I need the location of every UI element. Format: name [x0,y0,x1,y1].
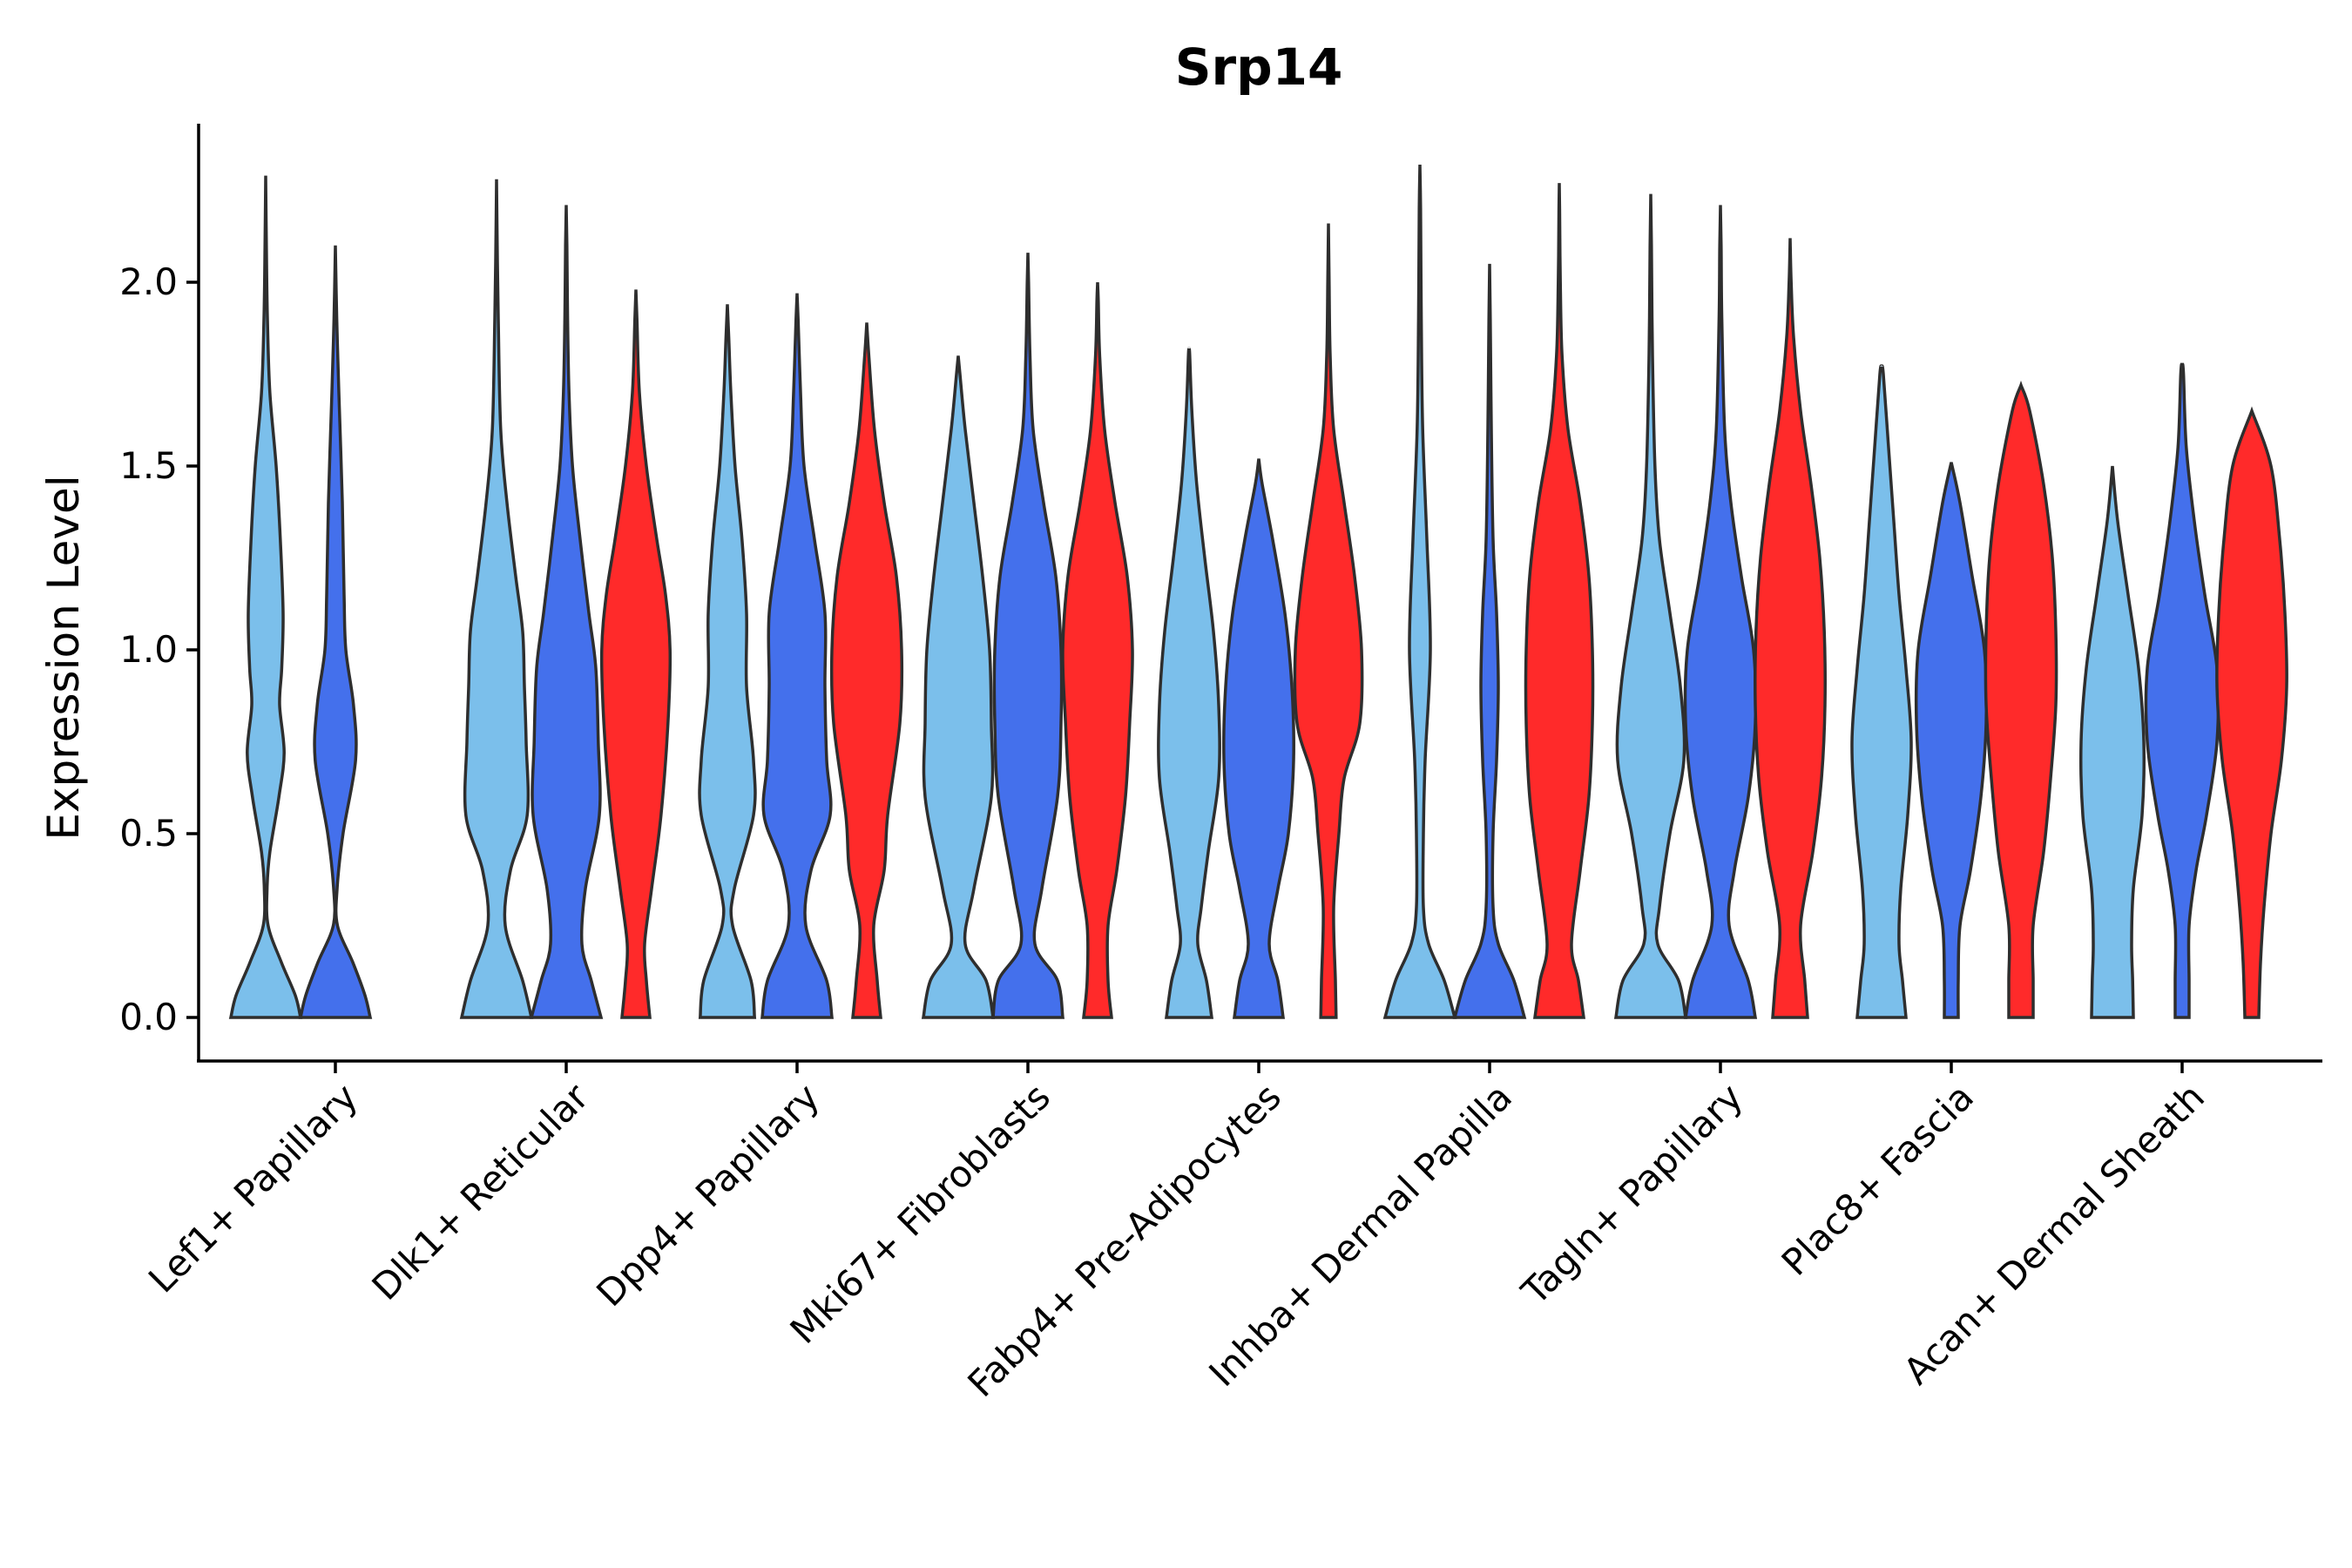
y-tick-label: 2.0 [119,260,178,303]
violin-dpp4-papillary-group2 [760,293,835,1019]
violin-plac8-fascia-group1 [1850,364,1913,1019]
violin-inhba-dermal-papilla-group3 [1524,183,1595,1019]
violin-plac8-fascia-group3 [1984,380,2058,1019]
violin-mki67-fibroblasts-group2 [990,253,1065,1019]
violin-acan-dermal-sheath-group2 [2144,362,2220,1019]
violin-tagln-papillary-group1 [1613,193,1688,1019]
y-axis-label: Expression Level [38,475,89,840]
y-tick-label: 1.5 [119,444,178,487]
violin-dpp4-papillary-group3 [829,322,904,1019]
violin-dlk1-reticular-group3 [599,289,672,1019]
y-ticks: 0.0 0.5 1.0 1.5 2.0 [119,260,199,1038]
violin-plac8-fascia-group2 [1914,462,1989,1019]
violin-acan-dermal-sheath-group3 [2215,406,2288,1019]
y-tick-label: 0.0 [119,996,178,1038]
violin-tagln-papillary-group3 [1754,238,1827,1019]
violin-tagln-papillary-group2 [1683,205,1758,1019]
x-tick-label: Dlk1+ Reticular [364,1075,598,1308]
violin-lef1-papillary-group1 [228,175,303,1019]
violin-dpp4-papillary-group1 [698,304,757,1019]
x-tick-label: Plac8+ Fascia [1774,1075,1982,1283]
x-tick-label: Mki67+ Fibroblasts [782,1075,1058,1351]
violin-mki67-fibroblasts-group3 [1061,281,1134,1019]
violin-group [228,164,2288,1019]
violin-dlk1-reticular-group2 [529,205,604,1019]
x-tick-label: Tagln+ Papillary [1513,1075,1751,1313]
violin-fabp4-pre-adipocytes-group1 [1157,347,1221,1019]
violin-mki67-fibroblasts-group1 [921,355,996,1019]
violin-inhba-dermal-papilla-group2 [1452,263,1527,1019]
violin-fabp4-pre-adipocytes-group2 [1222,458,1295,1019]
violin-dlk1-reticular-group1 [459,179,534,1019]
y-tick-label: 1.0 [119,628,178,671]
y-tick-label: 0.5 [119,812,178,855]
violin-acan-dermal-sheath-group1 [2078,465,2146,1019]
violin-lef1-papillary-group2 [298,245,373,1019]
chart-title: Srp14 [1175,37,1343,97]
violin-fabp4-pre-adipocytes-group3 [1293,223,1364,1019]
x-tick-label: Dpp4+ Papillary [588,1075,828,1315]
violin-inhba-dermal-papilla-group1 [1382,164,1457,1019]
x-tick-label: Lef1+ Papillary [140,1075,366,1301]
